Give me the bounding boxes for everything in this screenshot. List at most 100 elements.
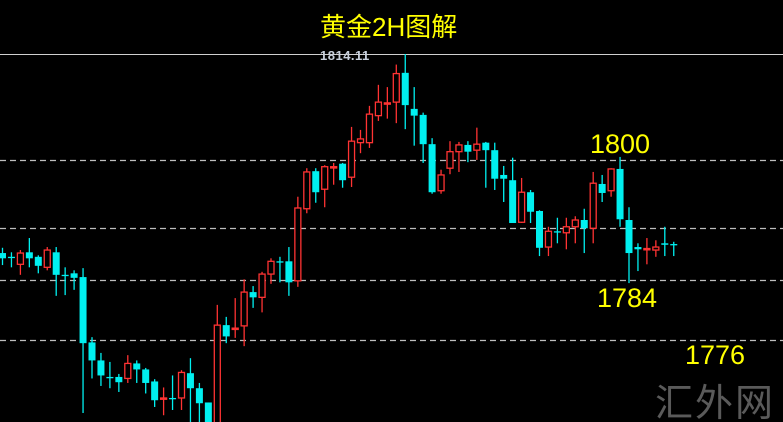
candle-body-up — [124, 362, 132, 380]
candle-body-down — [186, 373, 194, 389]
candle — [589, 171, 597, 244]
candle — [517, 177, 526, 224]
candle — [616, 156, 624, 227]
candle — [553, 217, 561, 244]
candle — [598, 174, 606, 202]
candle — [70, 270, 78, 290]
candle-body-down — [580, 220, 588, 229]
candle-body-up — [240, 291, 248, 327]
candle — [446, 141, 454, 175]
annotation-1776: 1776 — [685, 340, 746, 370]
candle — [142, 367, 150, 394]
candle — [383, 87, 392, 119]
candle-body-up — [473, 143, 481, 151]
candle-body-down — [634, 247, 642, 250]
candle — [61, 267, 69, 296]
candle — [500, 165, 508, 202]
candle — [419, 112, 427, 163]
candle-body-down — [34, 256, 42, 266]
candle-body-up — [562, 226, 570, 234]
candle — [133, 360, 141, 383]
candle-body-down — [106, 376, 114, 379]
candle — [634, 243, 642, 272]
candle-body-down — [509, 180, 517, 224]
candle-body-down — [419, 114, 427, 145]
candle-body-up — [347, 140, 356, 178]
candle — [482, 141, 490, 188]
candle-body-down — [276, 261, 284, 263]
candle — [258, 271, 266, 313]
candle-body-down — [312, 171, 320, 193]
candle-body-up — [643, 247, 651, 251]
candle-body-down — [88, 342, 96, 361]
candle — [428, 138, 436, 194]
high-price-label: 1814.11 — [320, 48, 370, 63]
candle — [329, 162, 338, 185]
candle-body-down — [249, 292, 257, 298]
candle — [491, 142, 499, 190]
annotation-1800: 1800 — [590, 129, 651, 159]
candle-body-down — [25, 252, 33, 259]
candle-body-down — [133, 363, 141, 370]
candle-body-up — [303, 171, 311, 210]
candle — [151, 379, 159, 407]
candle — [625, 207, 633, 284]
candle — [7, 252, 15, 268]
candle — [455, 141, 463, 172]
candle-body-down — [625, 220, 633, 254]
candle — [365, 105, 374, 148]
candle — [410, 87, 418, 146]
candle — [267, 258, 275, 284]
annotation-1784: 1784 — [597, 283, 658, 313]
candle-body-down — [142, 369, 150, 383]
candle-body-down — [401, 72, 409, 106]
candle-body-down — [195, 388, 203, 404]
candle-body-up — [392, 72, 400, 103]
candle — [294, 196, 302, 287]
candle — [16, 250, 25, 275]
candle-body-down — [410, 108, 418, 116]
candle-body-down — [670, 244, 678, 246]
candle — [312, 168, 320, 203]
candle — [544, 226, 553, 257]
candle-body-down — [204, 402, 212, 422]
candle-body-down — [61, 274, 69, 277]
candle — [222, 316, 230, 344]
candle-body-up — [383, 102, 392, 105]
candle — [562, 217, 570, 250]
candle — [159, 387, 168, 416]
candle — [339, 162, 347, 188]
candle-body-down — [536, 211, 543, 248]
candle-body-up — [329, 166, 338, 169]
candle — [276, 256, 284, 283]
candle — [204, 402, 212, 422]
candle-body-down — [500, 174, 508, 179]
candle-body-up — [437, 174, 445, 192]
candle — [240, 279, 248, 347]
candle — [249, 286, 257, 308]
candle-body-down — [616, 168, 624, 220]
candle — [643, 238, 651, 265]
candle-body-down — [428, 144, 436, 193]
candle-body-down — [70, 273, 78, 278]
candle-body-up — [455, 144, 463, 153]
candle — [285, 247, 293, 296]
candle — [34, 255, 42, 274]
candle — [88, 337, 96, 379]
candle-body-down — [285, 261, 293, 283]
candle — [392, 64, 400, 124]
candle-body-up — [177, 371, 186, 399]
candle — [169, 375, 177, 410]
candle-body-up — [16, 252, 25, 265]
candle — [580, 208, 588, 254]
candle — [43, 247, 51, 271]
candle-body-down — [491, 150, 499, 179]
candle — [464, 141, 472, 163]
candle — [473, 127, 481, 160]
candle — [670, 241, 678, 257]
candle-body-up — [544, 230, 553, 248]
candle-body-down — [97, 360, 105, 376]
candle-body-up — [321, 166, 329, 190]
